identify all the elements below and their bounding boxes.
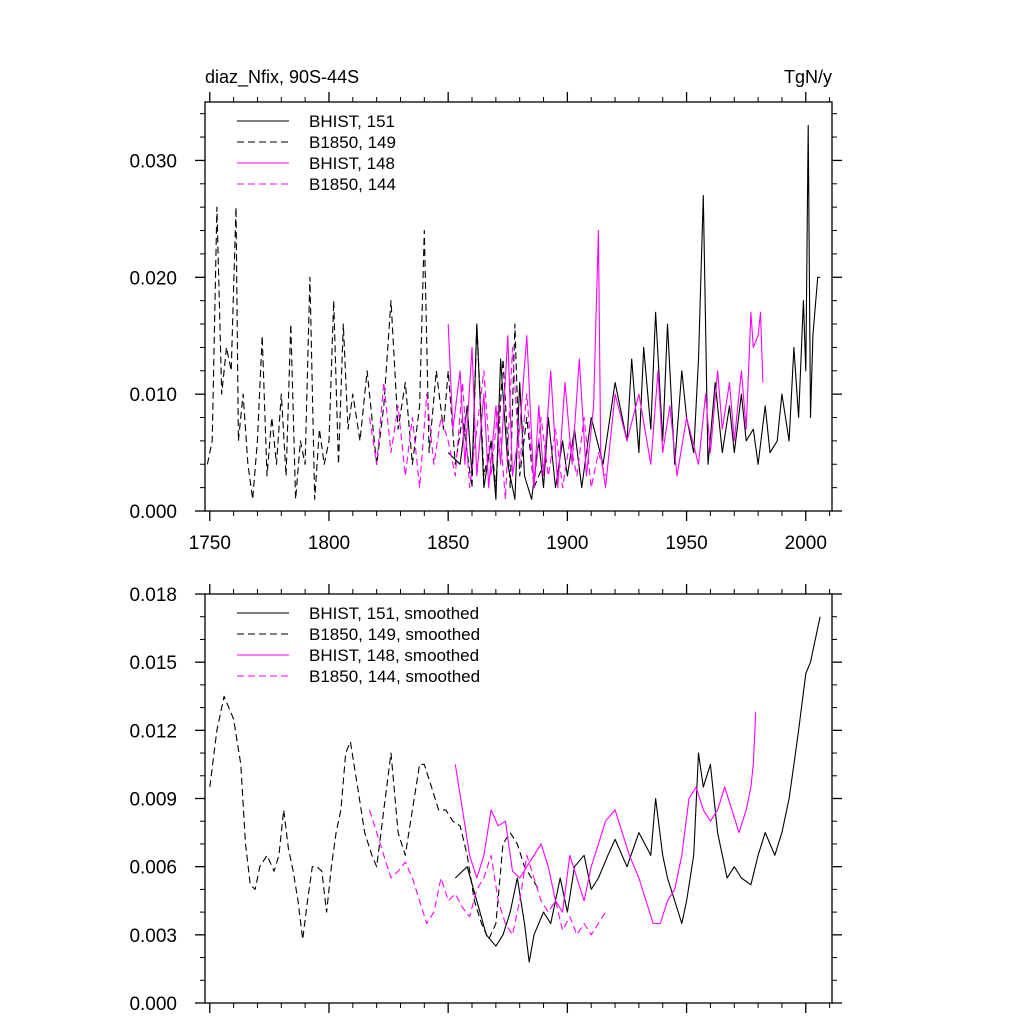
y-tick-label: 0.010	[129, 385, 177, 406]
legend-label-1: BHIST, 151	[309, 112, 395, 131]
bottom-panel: 0.000 0.003 0.006 0.009 0.012 0.015 0.018 BHIST…	[129, 584, 842, 1015]
x-tick-label: 1900	[546, 533, 588, 554]
y-tick-label: 0.009	[129, 790, 177, 811]
panel1-title-left: diaz_Nfix, 90S-44S	[205, 67, 359, 88]
y-tick-label: 0.000	[129, 994, 177, 1015]
y-tick-label: 0.030	[129, 151, 177, 172]
series-line-3	[454, 712, 757, 925]
series-line-2	[209, 695, 540, 940]
series-line-2	[206, 206, 545, 500]
series-line-1	[454, 616, 821, 963]
legend-label-1: BHIST, 151, smoothed	[309, 604, 479, 623]
y-tick-label: 0.012	[129, 721, 177, 742]
legend-label-3: BHIST, 148, smoothed	[309, 646, 479, 665]
legend-label-3: BHIST, 148	[309, 154, 395, 173]
legend-label-4: B1850, 144, smoothed	[309, 667, 480, 686]
plot-frame	[204, 593, 833, 1004]
y-tick-label: 0.015	[129, 653, 177, 674]
series-line-4	[368, 346, 607, 500]
y-tick-label: 0.000	[129, 502, 177, 523]
x-tick-label: 1950	[665, 533, 707, 554]
series-line-4	[368, 809, 606, 936]
y-tick-label: 0.003	[129, 926, 177, 947]
y-tick-label: 0.020	[129, 268, 177, 289]
top-panel: 1750 1800 1850 1900 1950 2000 0.000 0.010 0.020 0…	[129, 92, 842, 554]
x-tick-label: 1800	[308, 533, 350, 554]
panel1-title-right: TgN/y	[784, 67, 832, 87]
legend-label-4: B1850, 144	[309, 175, 396, 194]
plot-frame	[204, 101, 833, 512]
series-line-1	[447, 124, 821, 500]
x-tick-label: 2000	[785, 533, 827, 554]
legend-label-2: B1850, 149	[309, 133, 396, 152]
x-tick-label: 1850	[427, 533, 469, 554]
x-tick-label: 1750	[189, 533, 231, 554]
y-tick-label: 0.006	[129, 858, 177, 879]
legend-label-2: B1850, 149, smoothed	[309, 625, 480, 644]
y-tick-label: 0.018	[129, 585, 177, 606]
